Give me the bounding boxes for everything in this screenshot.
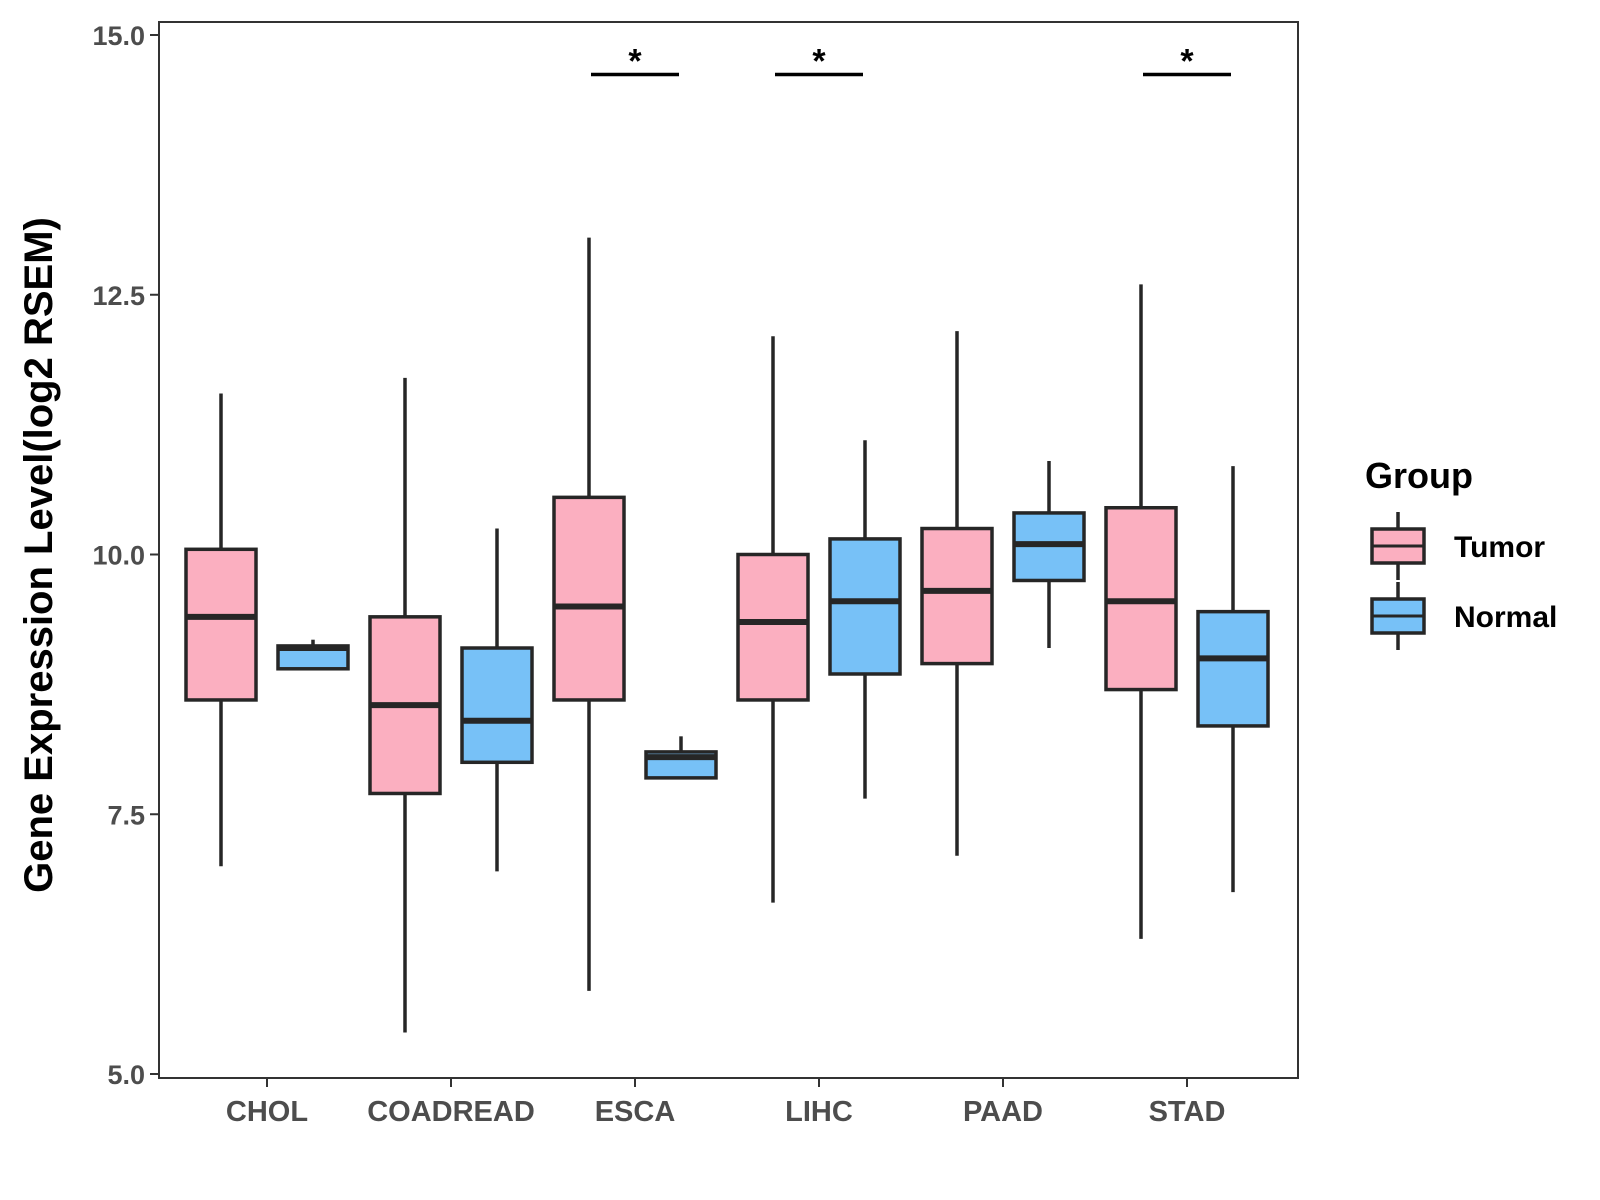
y-tick-label: 15.0 (92, 21, 145, 51)
significance-star-lihc: * (812, 42, 826, 80)
x-tick-label-chol: CHOL (226, 1096, 308, 1128)
significance-star-stad: * (1180, 42, 1194, 80)
legend-title: Group (1365, 455, 1473, 496)
x-tick-label-coadread: COADREAD (367, 1096, 535, 1128)
box-chol-tumor (184, 547, 258, 702)
box-lihc-normal (828, 537, 902, 676)
legend-label-normal: Normal (1454, 601, 1557, 634)
box-paad-tumor (920, 526, 994, 666)
y-axis-title: Gene Expression Level(log2 RSEM) (17, 217, 61, 893)
box-stad-normal (1196, 609, 1270, 728)
y-tick-label: 12.5 (92, 281, 145, 311)
significance-star-esca: * (628, 42, 642, 80)
x-tick-label-paad: PAAD (963, 1096, 1043, 1128)
legend-label-tumor: Tumor (1454, 531, 1545, 564)
y-tick-label: 5.0 (107, 1060, 145, 1090)
box-esca-tumor (552, 495, 626, 702)
plot-panel (158, 21, 1299, 1079)
box-coadread-normal (460, 646, 534, 765)
y-tick-label: 10.0 (92, 541, 145, 571)
x-tick-label-lihc: LIHC (785, 1096, 853, 1128)
y-tick-label: 7.5 (107, 800, 145, 830)
x-tick-label-stad: STAD (1149, 1096, 1226, 1128)
box-lihc-tumor (736, 552, 810, 702)
x-tick-label-esca: ESCA (595, 1096, 676, 1128)
